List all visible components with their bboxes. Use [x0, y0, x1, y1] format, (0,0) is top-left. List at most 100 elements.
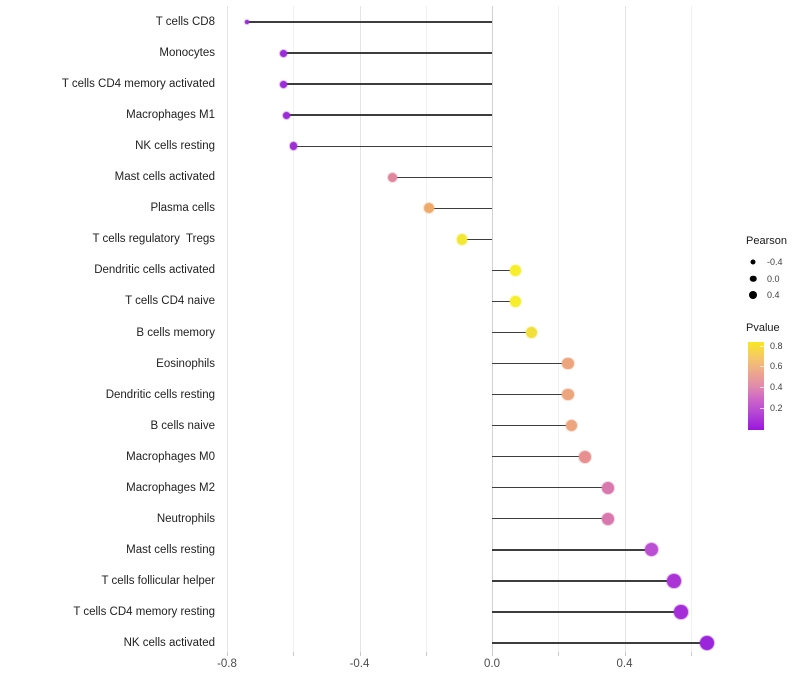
lollipop-dot — [283, 111, 291, 119]
lollipop-dot — [667, 574, 681, 588]
y-axis-label: Plasma cells — [150, 202, 215, 215]
y-axis-label: Mast cells activated — [114, 171, 215, 184]
lollipop-stem — [492, 611, 681, 613]
x-axis-tick-label: -0.4 — [349, 658, 370, 670]
legend-size-dot — [749, 275, 757, 282]
lollipop-dot — [387, 172, 398, 182]
lollipop-stem — [492, 549, 651, 551]
y-axis-label: T cells CD4 memory activated — [61, 78, 215, 91]
lollipop-dot — [289, 142, 297, 150]
lollipop-stem — [246, 21, 492, 23]
pvalue-tick-mark — [760, 345, 764, 347]
lollipop-dot — [424, 203, 435, 214]
lollipop-dot — [279, 49, 287, 57]
y-axis-label: Eosinophils — [156, 357, 215, 370]
x-axis-minor-tick — [690, 652, 692, 656]
lollipop-dot — [456, 234, 468, 245]
pvalue-colorbar: 0.8 0.6 0.4 0.2 — [746, 341, 800, 434]
lollipop-dot — [526, 327, 538, 338]
x-axis-tick-label: 0.0 — [484, 658, 500, 670]
x-axis-minor-tick — [558, 652, 560, 656]
y-axis-label: T cells CD8 — [155, 16, 215, 28]
y-axis-label: Monocytes — [159, 47, 215, 60]
gridline-minor — [425, 6, 427, 652]
lollipop-stem — [492, 300, 516, 303]
lollipop-stem — [283, 52, 492, 54]
x-axis-tick-label: -0.8 — [217, 658, 237, 670]
lollipop-dot — [644, 543, 658, 557]
x-axis-minor-tick — [425, 652, 427, 656]
lollipop-stem — [462, 238, 492, 241]
lollipop-stem — [429, 207, 492, 209]
lollipop-stem — [492, 269, 516, 272]
lollipop-dot — [601, 512, 615, 526]
legend-size-label: 0.4 — [767, 290, 780, 301]
x-axis-tick — [227, 652, 228, 656]
y-axis-label: T cells CD4 memory resting — [73, 605, 215, 618]
lollipop-stem — [492, 487, 608, 489]
lollipop-dot — [674, 605, 688, 619]
x-axis-tick — [624, 652, 626, 656]
pvalue-tick-label: 0.2 — [770, 403, 783, 413]
lollipop-stem — [283, 83, 492, 85]
y-axis-label: Mast cells resting — [126, 543, 215, 556]
pvalue-tick-mark — [760, 386, 764, 388]
lollipop-stem — [492, 393, 569, 396]
lollipop-stem — [492, 362, 569, 365]
legend-pvalue: Pvalue 0.8 0.6 0.4 0.2 — [746, 322, 800, 434]
lollipop-stem — [492, 580, 675, 582]
y-axis-label: T cells follicular helper — [101, 574, 215, 587]
legend-pvalue-title: Pvalue — [746, 322, 780, 334]
y-axis-label: NK cells resting — [135, 140, 215, 153]
y-axis-label: T cells CD4 naive — [125, 295, 215, 308]
pvalue-tick-label: 0.4 — [770, 381, 783, 392]
y-axis-label: B cells memory — [136, 326, 215, 339]
lollipop-stem — [392, 176, 492, 178]
lollipop-dot — [565, 419, 578, 432]
lollipop-dot — [562, 388, 574, 401]
legend-pearson-title: Pearson — [746, 235, 787, 247]
y-axis-label: Dendritic cells activated — [94, 264, 215, 277]
legend-size-label: -0.4 — [767, 257, 783, 268]
lollipop-stem — [492, 424, 572, 427]
gridline-minor — [293, 6, 295, 652]
legend-size-entry: -0.4 — [746, 254, 800, 271]
y-axis-label: Dendritic cells resting — [105, 388, 215, 401]
gridline-major — [227, 6, 228, 652]
gridline-minor — [690, 6, 692, 652]
lollipop-stem — [492, 518, 608, 520]
x-axis-tick-label: 0.4 — [616, 658, 633, 670]
legend-size-dot — [749, 291, 757, 300]
legend-pearson: Pearson -0.4 0.0 0.4 — [746, 235, 800, 304]
y-axis-label: NK cells activated — [123, 637, 215, 649]
legend-size-entry: 0.0 — [746, 271, 800, 288]
lollipop-stem — [293, 145, 492, 147]
lollipop-stem — [492, 331, 532, 334]
lollipop-dot — [509, 264, 521, 276]
lollipop-dot — [700, 636, 715, 650]
lollipop-dot — [244, 20, 249, 24]
x-axis-tick — [359, 652, 361, 656]
x-axis-minor-tick — [293, 652, 295, 656]
y-axis-label: Macrophages M2 — [126, 481, 215, 494]
pvalue-tick-mark — [760, 365, 764, 367]
lollipop-stem — [286, 114, 492, 116]
lollipop-dot — [509, 295, 521, 307]
legend-size-entry: 0.4 — [746, 287, 800, 304]
lollipop-stem — [492, 642, 708, 644]
y-axis-label: T cells regulatory Tregs — [92, 233, 215, 246]
x-axis-tick — [492, 652, 493, 656]
legend-pearson-entries: -0.4 0.0 0.4 — [746, 254, 800, 304]
gridline-major — [624, 6, 626, 652]
legend-size-dot — [750, 259, 756, 265]
pvalue-tick-mark — [760, 408, 764, 409]
pvalue-tick-label: 0.6 — [770, 360, 783, 371]
lollipop-dot — [578, 450, 591, 463]
gridline-major — [492, 6, 493, 652]
gridline-major — [359, 6, 361, 652]
y-axis-label: Neutrophils — [156, 512, 215, 525]
gridline-minor — [558, 6, 560, 652]
y-axis-label: Macrophages M1 — [126, 109, 215, 122]
pvalue-gradient-bar — [748, 342, 764, 430]
